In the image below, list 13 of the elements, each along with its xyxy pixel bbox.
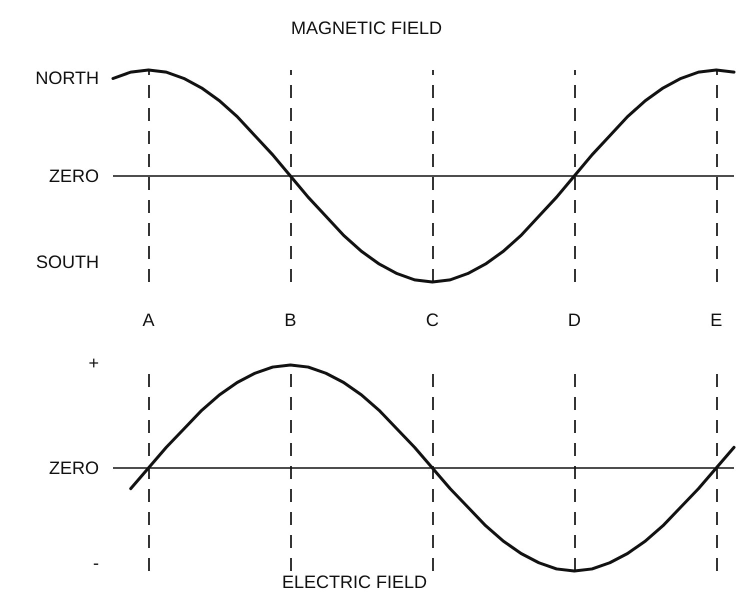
x-tick-label: D — [568, 310, 581, 330]
text: SOUTH — [36, 252, 99, 272]
chart-title: MAGNETIC FIELD — [291, 18, 442, 38]
x-tick-label: E — [710, 310, 722, 330]
text: ELECTRIC FIELD — [282, 572, 428, 592]
x-tick-label: B — [284, 310, 296, 330]
ref-line-label: ZERO — [48, 458, 99, 478]
x-tick-label: C — [426, 310, 439, 330]
x-tick-label: A — [142, 310, 154, 330]
ref-line-label: ZERO — [48, 166, 99, 186]
text: + — [88, 353, 100, 373]
text: NORTH — [35, 68, 100, 88]
text: - — [93, 553, 100, 573]
